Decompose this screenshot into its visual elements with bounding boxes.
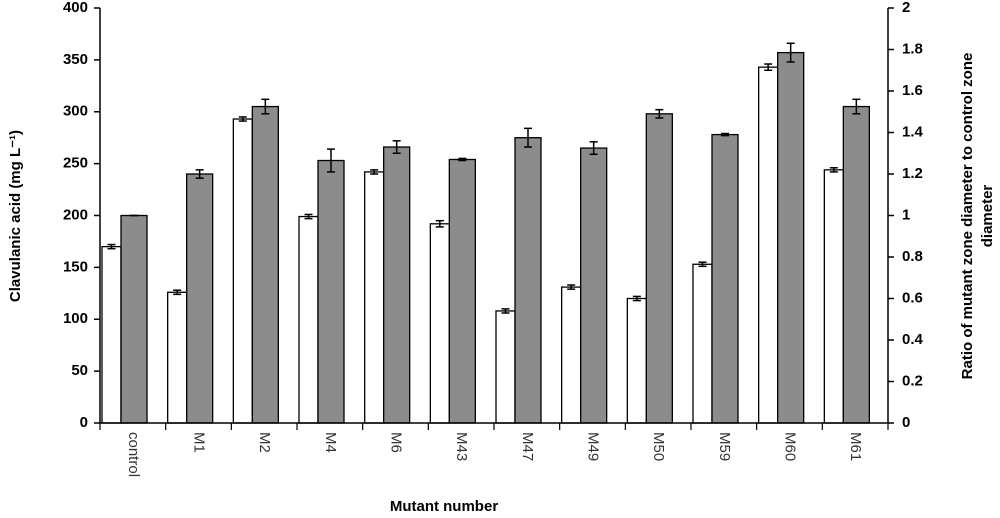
- error-bar: [458, 157, 467, 162]
- y2-tick-label: 1.4: [902, 123, 924, 140]
- error-bar: [501, 308, 510, 314]
- bar: [364, 171, 385, 424]
- x-tick-label: M50: [650, 432, 667, 461]
- x-tick-label: M2: [256, 432, 273, 453]
- bar: [167, 291, 188, 424]
- bar: [758, 66, 779, 424]
- error-bar: [327, 148, 335, 173]
- bar: [711, 133, 739, 424]
- x-tick-label: M43: [453, 432, 470, 461]
- y-tick-label: 0: [80, 414, 88, 431]
- bar: [514, 137, 542, 424]
- bar: [626, 297, 647, 424]
- error-bar: [195, 169, 204, 179]
- x-tick-label: M4: [322, 432, 339, 453]
- error-bar: [829, 167, 838, 173]
- y2-tick-label: 0.2: [902, 372, 923, 389]
- y2-tick-label: 1.2: [902, 165, 923, 182]
- error-bar: [304, 213, 313, 220]
- y2-axis-label: diameter: [979, 185, 996, 248]
- x-tick-label: M6: [388, 432, 405, 453]
- bar: [317, 159, 345, 424]
- bar: [448, 158, 476, 424]
- bar: [495, 310, 516, 424]
- x-tick-label: M1: [191, 432, 208, 453]
- error-bar: [764, 63, 773, 71]
- bar: [645, 113, 673, 424]
- x-tick-label: M47: [519, 432, 536, 461]
- y-tick-label: 250: [63, 155, 88, 172]
- error-bar: [392, 140, 401, 154]
- y-tick-label: 100: [63, 310, 88, 327]
- bar: [251, 105, 279, 424]
- y-tick-label: 50: [71, 362, 88, 379]
- bar: [842, 105, 870, 424]
- y2-tick-label: 2: [902, 0, 910, 16]
- y2-tick-label: 1.8: [902, 40, 923, 57]
- error-bar: [698, 261, 707, 268]
- error-bar: [524, 127, 532, 148]
- bar: [561, 286, 582, 424]
- y-axis-label: Clavulanic acid (mg L⁻¹): [7, 130, 24, 302]
- error-bar: [589, 141, 598, 156]
- y-tick-label: 400: [63, 0, 88, 16]
- error-bar: [567, 284, 576, 290]
- error-bar: [655, 108, 664, 119]
- bar: [186, 173, 214, 424]
- bar: [823, 169, 844, 424]
- x-tick-label: M61: [847, 432, 864, 461]
- error-bar: [107, 243, 116, 250]
- bar: [777, 51, 805, 424]
- y2-tick-label: 0: [902, 414, 910, 431]
- y-tick-label: 150: [63, 258, 88, 275]
- bar: [101, 245, 122, 424]
- error-bar: [721, 132, 729, 137]
- y2-tick-label: 1.6: [902, 82, 923, 99]
- y-tick-label: 200: [63, 206, 88, 223]
- bar: [298, 215, 319, 424]
- bar: [232, 118, 253, 424]
- error-bar: [786, 42, 795, 63]
- error-bar: [261, 98, 270, 115]
- y-tick-label: 300: [63, 103, 88, 120]
- y2-tick-label: 1: [902, 206, 910, 223]
- y2-tick-label: 0.6: [902, 289, 923, 306]
- x-tick-label: M60: [782, 432, 799, 461]
- y-tick-label: 350: [63, 51, 88, 68]
- x-tick-label: M59: [716, 432, 733, 461]
- x-axis-label: Mutant number: [390, 498, 498, 515]
- error-bar: [435, 219, 444, 228]
- y2-axis-label: Ratio of mutant zone diameter to control…: [959, 53, 976, 380]
- error-bar: [173, 289, 182, 296]
- error-bar: [238, 116, 247, 122]
- x-tick-label: M49: [585, 432, 602, 461]
- bar: [692, 263, 713, 424]
- error-bar: [852, 98, 861, 115]
- y2-tick-label: 0.8: [902, 248, 923, 265]
- error-bar: [370, 169, 379, 175]
- bar: [429, 223, 450, 424]
- bar: [383, 146, 411, 424]
- x-tick-label: control: [125, 432, 142, 477]
- error-bar: [632, 295, 641, 302]
- y2-tick-label: 0.4: [902, 331, 924, 348]
- bar: [120, 214, 148, 424]
- bar: [580, 147, 608, 424]
